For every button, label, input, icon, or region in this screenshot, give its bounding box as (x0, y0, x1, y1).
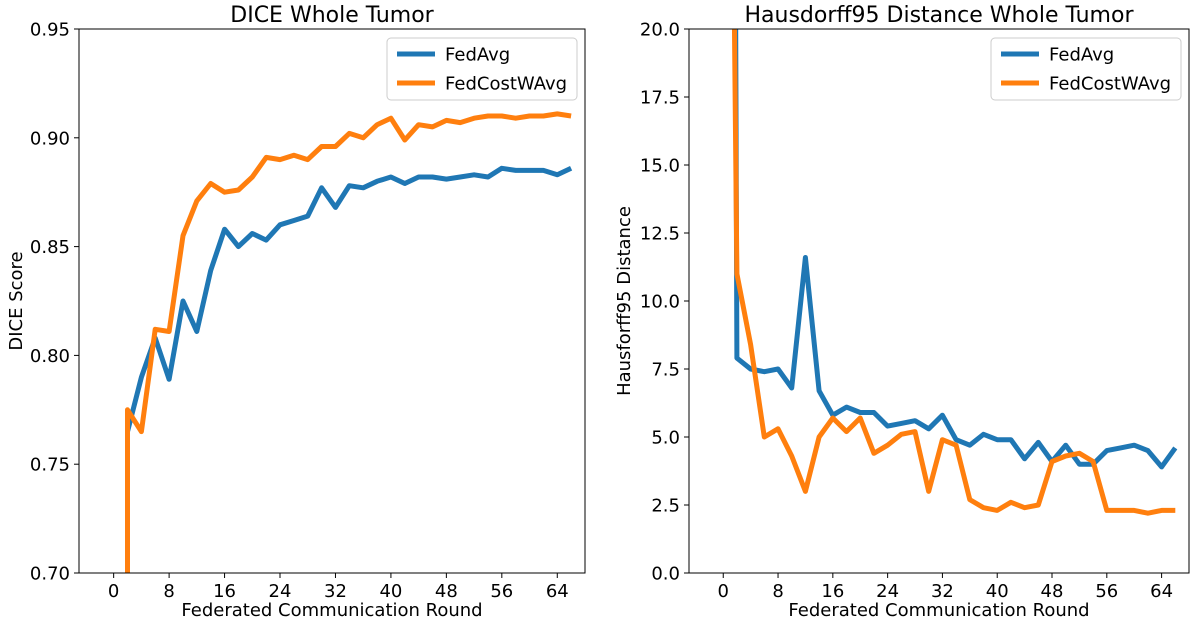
x-tick-label: 56 (490, 581, 513, 602)
x-tick-label: 16 (821, 581, 844, 602)
series-line-fedcostwavg (125, 111, 572, 573)
y-tick-label: 5.0 (651, 428, 680, 449)
chart-panel-1: 0 8 16 24 32 40 48 56 64 0.70 0.75 0.80 0.85 0.90 0.95… (6, 3, 586, 621)
x-axis-label: Federated Communication Round (181, 600, 482, 621)
series-line-fedavg (125, 165, 573, 573)
x-tick-label: 24 (876, 581, 899, 602)
legend: FedAvg FedCostWAvg (990, 37, 1182, 101)
x-tick-label: 32 (324, 581, 347, 602)
y-tick-label: 0.85 (30, 237, 70, 258)
y-tick-label: 0.80 (30, 346, 70, 367)
legend: FedAvg FedCostWAvg (386, 37, 578, 101)
y-axis-label: Hausforff95 Distance (614, 206, 635, 396)
y-tick-label: 0.95 (30, 20, 70, 41)
y-tick-label: 7.5 (651, 360, 680, 381)
axes-frame (688, 28, 1190, 574)
x-tick-label: 48 (1041, 581, 1064, 602)
series-line-fedavg (733, 29, 1178, 470)
x-tick-label: 40 (379, 581, 402, 602)
x-tick-label: 8 (772, 581, 783, 602)
series-line-fedcostwavg (731, 29, 1176, 516)
y-tick-label: 0.90 (30, 128, 70, 149)
legend-label: FedAvg (1049, 45, 1114, 66)
x-tick-label: 40 (986, 581, 1009, 602)
y-tick-label: 10.0 (640, 292, 680, 313)
x-tick-label: 56 (1095, 581, 1118, 602)
x-tick-label: 64 (546, 581, 569, 602)
x-tick-label: 32 (931, 581, 954, 602)
y-axis-label: DICE Score (6, 251, 27, 350)
y-tick-label: 2.5 (651, 496, 680, 517)
legend-label: FedCostWAvg (1049, 74, 1171, 95)
legend-label: FedAvg (445, 45, 510, 66)
y-tick-label: 0.0 (651, 564, 680, 585)
chart-title: Hausdorff95 Distance Whole Tumor (744, 3, 1134, 28)
y-tick-label: 17.5 (640, 88, 680, 109)
x-tick-label: 8 (163, 581, 174, 602)
chart-panel-2: 0 8 16 24 32 40 48 56 64 0.0 2.5 5.0 7.5 10.0 12.5 15.0… (614, 3, 1190, 621)
y-tick-label: 0.70 (30, 564, 70, 585)
x-tick-label: 0 (718, 581, 729, 602)
legend-label: FedCostWAvg (445, 74, 567, 95)
axes-frame (78, 28, 586, 574)
x-tick-label: 64 (1150, 581, 1173, 602)
x-tick-label: 24 (269, 581, 292, 602)
series-group (731, 29, 1178, 516)
x-axis-label: Federated Communication Round (788, 600, 1089, 621)
y-tick-label: 15.0 (640, 156, 680, 177)
x-tick-label: 0 (108, 581, 119, 602)
x-tick-label: 16 (213, 581, 236, 602)
chart-title: DICE Whole Tumor (230, 3, 434, 28)
y-tick-label: 12.5 (640, 224, 680, 245)
y-tick-label: 0.75 (30, 455, 70, 476)
y-tick-label: 20.0 (640, 20, 680, 41)
x-tick-label: 48 (435, 581, 458, 602)
series-group (125, 111, 573, 573)
